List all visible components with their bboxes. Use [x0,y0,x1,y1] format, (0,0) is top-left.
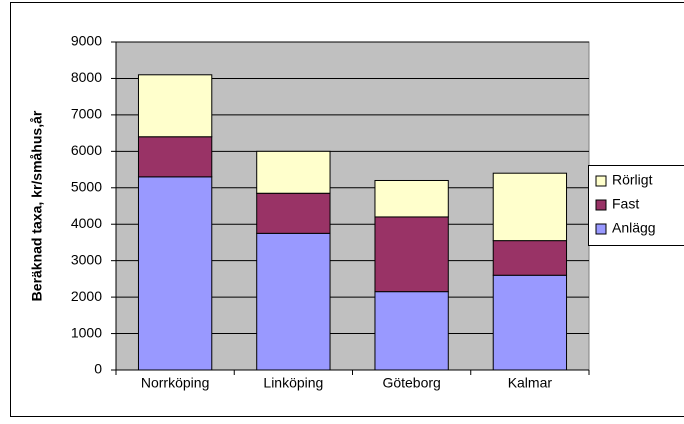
legend-swatch [596,176,606,186]
x-tick-label: Linköping [263,375,323,391]
bar-segment [257,193,330,233]
y-axis-label: Beräknad taxa, kr/småhus,år [29,110,45,301]
legend-label: Anlägg [612,220,656,236]
x-tick-label: Norrköping [141,375,209,391]
x-tick-label: Kalmar [508,375,553,391]
bar-segment [138,177,211,370]
legend-label: Rörligt [612,172,653,188]
y-tick-label: 9000 [71,33,102,49]
y-tick-label: 2000 [71,288,102,304]
y-tick-label: 5000 [71,178,102,194]
bar-segment [493,173,566,240]
bar-segment [375,292,448,370]
y-tick-label: 0 [94,361,102,377]
bar-segment [493,275,566,370]
legend-swatch [596,200,606,210]
bar-segment [375,217,448,292]
bar-segment [138,137,211,177]
bar-segment [375,180,448,216]
bar-segment [257,233,330,370]
bar-segment [138,75,211,137]
y-tick-label: 8000 [71,69,102,85]
y-tick-label: 1000 [71,324,102,340]
y-tick-label: 6000 [71,142,102,158]
x-tick-label: Göteborg [382,375,440,391]
bar-segment [257,151,330,193]
legend-label: Fast [612,196,639,212]
legend-swatch [596,224,606,234]
bar-segment [493,241,566,276]
y-tick-label: 4000 [71,215,102,231]
y-tick-label: 7000 [71,106,102,122]
y-tick-label: 3000 [71,251,102,267]
